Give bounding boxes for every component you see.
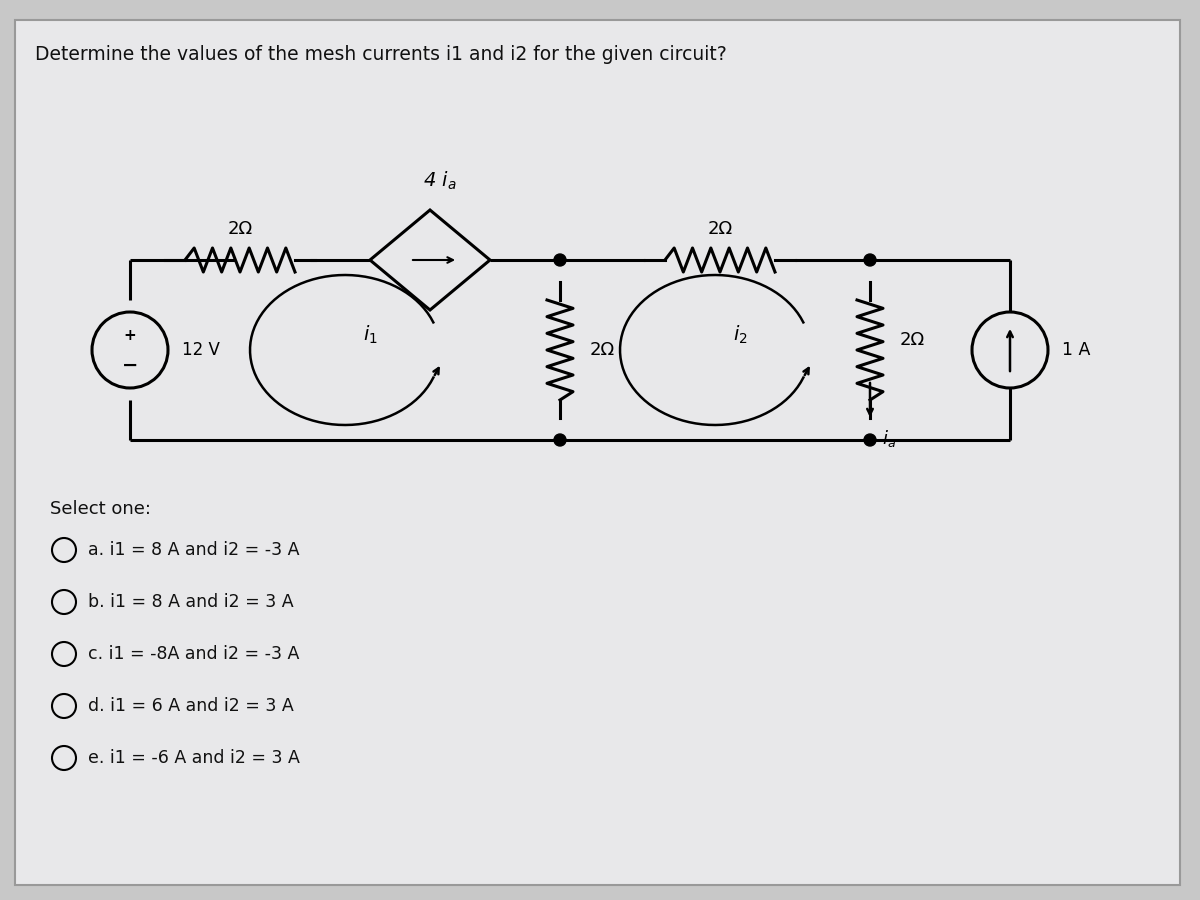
Text: 2Ω: 2Ω (900, 331, 925, 349)
Text: $i_a$: $i_a$ (882, 428, 896, 449)
Circle shape (864, 254, 876, 266)
Text: a. i1 = 8 A and i2 = -3 A: a. i1 = 8 A and i2 = -3 A (88, 541, 300, 559)
Circle shape (554, 434, 566, 446)
Text: 2Ω: 2Ω (228, 220, 252, 238)
Text: 1 A: 1 A (1062, 341, 1091, 359)
Text: $i_2$: $i_2$ (733, 324, 748, 346)
Text: 2Ω: 2Ω (590, 341, 616, 359)
Text: c. i1 = -8A and i2 = -3 A: c. i1 = -8A and i2 = -3 A (88, 645, 299, 663)
FancyBboxPatch shape (14, 20, 1180, 885)
Text: 2Ω: 2Ω (708, 220, 732, 238)
Circle shape (864, 434, 876, 446)
Text: +: + (124, 328, 137, 343)
Circle shape (554, 254, 566, 266)
Text: Select one:: Select one: (50, 500, 151, 518)
Text: d. i1 = 6 A and i2 = 3 A: d. i1 = 6 A and i2 = 3 A (88, 697, 294, 715)
Text: e. i1 = -6 A and i2 = 3 A: e. i1 = -6 A and i2 = 3 A (88, 749, 300, 767)
Text: $i_1$: $i_1$ (362, 324, 377, 346)
Text: −: − (122, 356, 138, 374)
Text: 4 $i_a$: 4 $i_a$ (424, 170, 457, 192)
Text: b. i1 = 8 A and i2 = 3 A: b. i1 = 8 A and i2 = 3 A (88, 593, 294, 611)
Text: Determine the values of the mesh currents i1 and i2 for the given circuit?: Determine the values of the mesh current… (35, 45, 727, 64)
Text: 12 V: 12 V (182, 341, 220, 359)
